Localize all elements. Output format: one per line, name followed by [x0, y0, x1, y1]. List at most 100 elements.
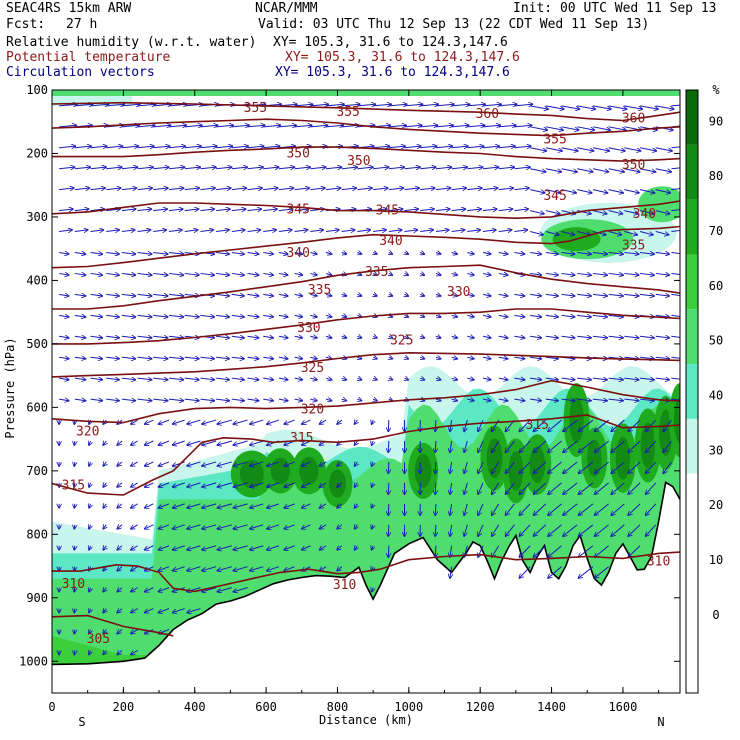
- vector: [577, 231, 590, 235]
- vector: [106, 399, 119, 401]
- theta-label: 360: [622, 112, 645, 127]
- vector: [608, 336, 623, 338]
- vector: [173, 461, 185, 466]
- vector: [90, 336, 103, 338]
- vector: [372, 420, 374, 424]
- vector: [74, 399, 86, 401]
- vector: [624, 210, 638, 214]
- theta-label: 355: [543, 133, 566, 148]
- vector: [278, 315, 288, 317]
- vector: [608, 273, 623, 275]
- vector: [59, 230, 72, 232]
- vector: [530, 231, 543, 235]
- vector: [561, 126, 579, 130]
- vector: [530, 168, 545, 172]
- vector: [74, 230, 88, 232]
- vector: [451, 294, 458, 296]
- vector: [404, 188, 420, 190]
- vector: [168, 125, 186, 127]
- vector: [294, 315, 303, 317]
- vector: [357, 294, 361, 296]
- vector: [451, 125, 469, 127]
- vector: [595, 503, 609, 515]
- vector: [530, 336, 541, 338]
- vector: [302, 419, 311, 424]
- vector: [435, 252, 441, 254]
- vector: [168, 230, 182, 232]
- colorbar-label: 70: [709, 224, 723, 238]
- vector: [74, 167, 90, 169]
- vector: [655, 231, 669, 235]
- vector: [482, 230, 496, 232]
- vector: [671, 399, 680, 401]
- vector: [388, 125, 406, 127]
- vector: [577, 252, 591, 254]
- vector: [655, 147, 672, 151]
- theta-label: 315: [290, 431, 313, 446]
- vector: [671, 378, 680, 380]
- vector: [131, 461, 138, 466]
- vector: [168, 357, 183, 359]
- vector: [646, 503, 657, 515]
- theta-label: 320: [301, 402, 324, 417]
- vector: [545, 252, 558, 254]
- vector: [217, 503, 232, 508]
- vector: [59, 209, 73, 211]
- vector: [388, 104, 407, 106]
- vector: [159, 461, 170, 466]
- vector: [608, 105, 627, 109]
- vector: [482, 167, 498, 169]
- vector: [121, 125, 139, 127]
- vector: [545, 189, 561, 193]
- vector: [131, 524, 138, 529]
- vector: [341, 188, 357, 190]
- rh-cell-core: [299, 456, 319, 485]
- vector: [404, 146, 421, 148]
- vector: [121, 146, 138, 148]
- vector: [247, 125, 265, 127]
- vector: [216, 399, 229, 401]
- vector: [451, 209, 466, 211]
- vector: [435, 420, 436, 431]
- vector: [519, 482, 531, 494]
- rh-top-strip: [52, 96, 132, 106]
- vector: [492, 524, 500, 536]
- vector: [420, 104, 438, 106]
- vector: [628, 482, 641, 494]
- vector: [131, 482, 138, 487]
- vector: [373, 336, 377, 338]
- vector: [117, 650, 123, 654]
- vector: [184, 315, 199, 317]
- vector: [355, 420, 358, 424]
- vector: [187, 419, 201, 424]
- vector: [90, 188, 106, 190]
- vector: [247, 294, 259, 296]
- vector: [388, 209, 403, 211]
- vector: [131, 650, 138, 654]
- vector: [233, 461, 248, 466]
- vector: [216, 125, 233, 127]
- vector: [519, 461, 531, 473]
- vector: [451, 273, 458, 275]
- vector: [320, 566, 327, 571]
- theta-320-contour: [52, 379, 680, 424]
- vector: [420, 315, 424, 317]
- x-tick-label: 0: [48, 700, 55, 714]
- vector: [325, 399, 332, 401]
- vector: [145, 503, 154, 508]
- vector: [74, 630, 75, 634]
- vector: [145, 461, 154, 466]
- vector: [514, 146, 530, 148]
- vector: [373, 252, 377, 254]
- vector: [467, 294, 474, 296]
- vector: [231, 357, 244, 359]
- vector: [435, 461, 436, 473]
- vector: [534, 461, 547, 473]
- vector: [89, 630, 91, 634]
- y-tick-label: 300: [26, 210, 48, 224]
- vector: [467, 230, 480, 232]
- vector: [355, 441, 358, 445]
- theta-label: 330: [297, 321, 320, 336]
- vector: [137, 357, 152, 359]
- vector: [420, 188, 435, 190]
